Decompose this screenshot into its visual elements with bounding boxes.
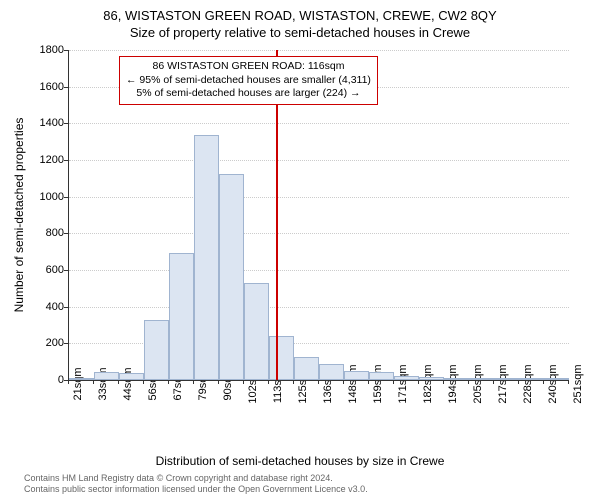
histogram-bar: [69, 378, 94, 380]
histogram-bar: [94, 372, 119, 380]
y-tick-label: 1600: [24, 81, 64, 93]
annotation-text: 86 WISTASTON GREEN ROAD: 116sqm← 95% of …: [119, 56, 378, 105]
x-axis-label: Distribution of semi-detached houses by …: [0, 454, 600, 468]
property-size-chart: 86, WISTASTON GREEN ROAD, WISTASTON, CRE…: [0, 0, 600, 500]
y-tick-label: 0: [24, 374, 64, 386]
plot-area: 86 WISTASTON GREEN ROAD: 116sqm← 95% of …: [68, 50, 569, 381]
y-axis-label: Number of semi-detached properties: [12, 118, 26, 313]
histogram-bar: [544, 378, 569, 380]
histogram-bar: [444, 378, 469, 380]
histogram-bar: [294, 357, 319, 380]
histogram-bar: [269, 336, 294, 380]
chart-title: 86, WISTASTON GREEN ROAD, WISTASTON, CRE…: [0, 0, 600, 23]
histogram-bar: [519, 378, 544, 380]
histogram-bar: [394, 376, 419, 380]
chart-subtitle: Size of property relative to semi-detach…: [0, 23, 600, 40]
y-tick-label: 1000: [24, 191, 64, 203]
y-tick-label: 1200: [24, 154, 64, 166]
histogram-bar: [344, 371, 369, 380]
histogram-bar: [144, 320, 169, 381]
x-tick-label: 251sqm: [572, 364, 584, 403]
histogram-bar: [369, 372, 394, 380]
histogram-bar: [169, 253, 194, 380]
footer-attribution: Contains HM Land Registry data © Crown c…: [24, 473, 368, 496]
y-tick-label: 600: [24, 264, 64, 276]
y-tick-label: 1400: [24, 117, 64, 129]
histogram-bar: [494, 378, 519, 380]
histogram-bar: [319, 364, 344, 380]
footer-line2: Contains public sector information licen…: [24, 484, 368, 496]
y-tick-label: 1800: [24, 44, 64, 56]
y-tick-label: 800: [24, 227, 64, 239]
histogram-bar: [419, 377, 444, 380]
histogram-bar: [244, 283, 269, 380]
histogram-bar: [219, 174, 244, 380]
footer-line1: Contains HM Land Registry data © Crown c…: [24, 473, 368, 485]
histogram-bar: [119, 373, 144, 380]
y-tick-label: 400: [24, 301, 64, 313]
histogram-bar: [194, 135, 219, 380]
histogram-bar: [469, 378, 494, 380]
y-tick-label: 200: [24, 337, 64, 349]
